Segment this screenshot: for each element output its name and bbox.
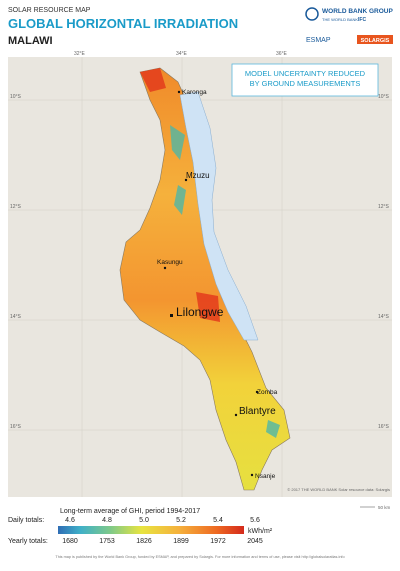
high-irradiation-zone: [140, 68, 220, 322]
solargis-text: SOLARGIS: [361, 38, 390, 44]
notice-text: MODEL UNCERTAINTY REDUCED: [245, 69, 366, 78]
city-dot: [250, 473, 254, 477]
city-label: Mzuzu: [186, 171, 210, 180]
city-dot: [184, 178, 188, 182]
lake-malawi: [179, 91, 259, 341]
yearly-tick: 2045: [247, 538, 263, 545]
lat-label: 16°S: [10, 424, 22, 430]
scale-label: 50 km: [378, 505, 391, 510]
credits: © 2017 THE WORLD BANK Solar resource dat…: [287, 487, 390, 492]
daily-tick: 5.6: [250, 517, 260, 524]
lon-label: 36°E: [276, 51, 288, 57]
city-label: Karonga: [182, 89, 207, 96]
daily-tick: 5.2: [176, 517, 186, 524]
city-label: Zomba: [257, 389, 278, 396]
lat-label: 16°S: [378, 424, 390, 430]
notice-line: MODEL UNCERTAINTY REDUCED BY GROUND MEASU…: [245, 69, 366, 88]
lat-label: 14°S: [10, 314, 22, 320]
esmap-text: ESMAP: [306, 37, 331, 44]
city-dot: [163, 266, 167, 270]
city-label: Nsanje: [255, 473, 276, 480]
daily-tick: 5.0: [139, 517, 149, 524]
daily-tick: 4.8: [102, 517, 112, 524]
grid-labels: 32°E 34°E 36°E 10°S 12°S 14°S 16°S 10°S …: [10, 51, 390, 430]
color-bar: [58, 526, 244, 534]
lat-label: 10°S: [10, 94, 22, 100]
city-label: Lilongwe: [176, 305, 224, 319]
yearly-tick: 1680: [62, 538, 78, 545]
daily-tick: 5.4: [213, 517, 223, 524]
footer: This map is published by the World Bank …: [55, 555, 344, 559]
daily-tick: 4.6: [65, 517, 75, 524]
yearly-label: Yearly totals:: [8, 538, 48, 545]
yearly-tick: 1753: [99, 538, 115, 545]
capital-marker: [170, 314, 173, 317]
lon-label: 32°E: [74, 51, 86, 57]
lon-label: 34°E: [176, 51, 188, 57]
lat-label: 12°S: [10, 204, 22, 210]
city-dot: [234, 413, 238, 417]
legend-unit: kWh/m²: [248, 528, 273, 535]
legend-ticks: 4.6 4.8 5.0 5.2 5.4 5.6 1680 1753 1826 1899 1972 20…: [62, 517, 263, 545]
wbg-text: WORLD BANK GROUP: [322, 8, 393, 15]
yearly-tick: 1899: [173, 538, 189, 545]
cities: Karonga Mzuzu Kasungu Lilongwe Zomba Bla…: [157, 89, 278, 480]
lat-label: 10°S: [378, 94, 390, 100]
lat-label: 12°S: [378, 204, 390, 210]
yearly-tick: 1972: [210, 538, 226, 545]
wb-logo: [305, 7, 319, 21]
yearly-tick: 1826: [136, 538, 152, 545]
wb-text: THE WORLD BANK: [322, 17, 358, 22]
notice-box: [231, 63, 379, 97]
country: MALAWI: [8, 35, 53, 47]
solargis-badge: [357, 35, 393, 44]
city-dot: [177, 90, 181, 94]
kicker: SOLAR RESOURCE MAP: [8, 7, 91, 14]
ifc-text: IFC: [358, 17, 366, 23]
daily-label: Daily totals:: [8, 517, 44, 524]
legend-title: Long-term average of GHI, period 1994-20…: [60, 508, 200, 515]
lat-label: 14°S: [378, 314, 390, 320]
notice-text: BY GROUND MEASUREMENTS: [250, 79, 361, 88]
city-label: Kasungu: [157, 259, 183, 266]
city-dot: [255, 390, 259, 394]
city-label: Blantyre: [239, 406, 276, 417]
title: GLOBAL HORIZONTAL IRRADIATION: [8, 16, 238, 31]
